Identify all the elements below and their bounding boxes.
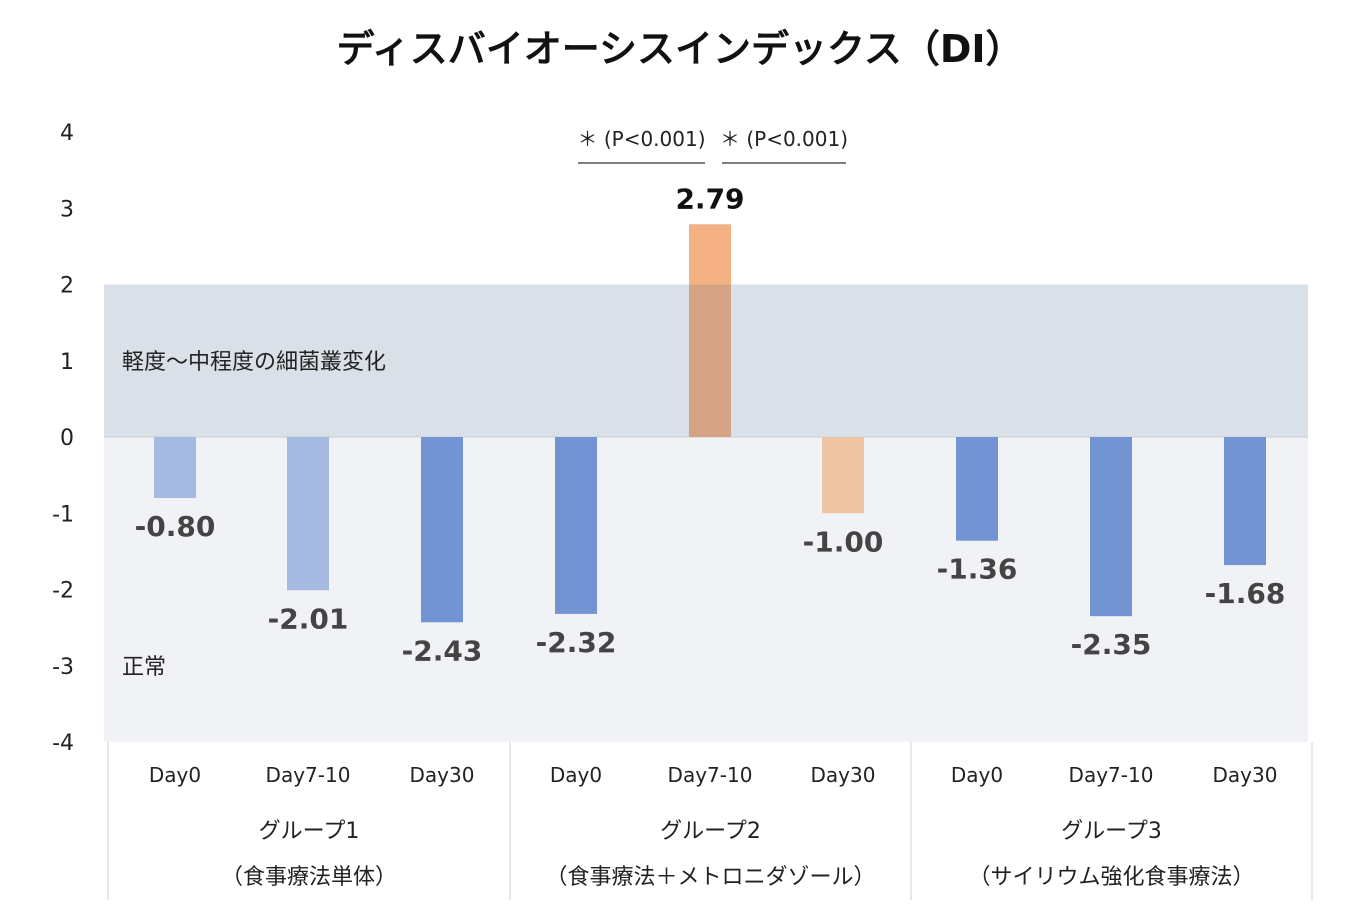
x-tick-label: Day7-10 [266,763,351,787]
group-name-label: グループ2 [660,819,761,844]
value-label: -1.36 [937,553,1018,586]
x-tick-label: Day7-10 [1069,763,1154,787]
y-tick-label: -4 [52,731,74,756]
x-tick-label: Day7-10 [668,763,753,787]
bar-group3-day7-10 [1090,437,1132,617]
y-tick-label: 2 [60,274,74,299]
bar-group1-day30 [421,437,463,623]
value-label: -2.32 [536,626,617,659]
group-subtitle-label: （食事療法＋メトロニダゾール） [545,865,875,890]
y-tick-label: -3 [52,655,74,680]
bar-group1-day0 [154,437,196,498]
x-tick-label: Day30 [1213,763,1278,787]
y-tick-label: 0 [60,426,74,451]
group-name-label: グループ1 [259,819,360,844]
y-tick-label: 1 [60,350,74,375]
x-tick-label: Day30 [410,763,475,787]
band-label-normal: 正常 [122,655,166,680]
bar-group3-day30 [1224,437,1266,566]
value-label: -2.01 [268,602,349,635]
value-label: -1.00 [803,525,884,558]
y-tick-label: -1 [52,502,74,527]
value-label: -2.35 [1071,628,1152,661]
y-tick-label: 3 [60,197,74,222]
x-tick-label: Day30 [811,763,876,787]
x-tick-label: Day0 [149,763,201,787]
x-tick-label: Day0 [951,763,1003,787]
value-label: -0.80 [135,510,216,543]
band-label-mild-to-moderate: 軽度〜中程度の細菌叢変化 [122,350,386,375]
significance-label: ＊ (P<0.001) [720,127,848,151]
bar-group1-day7-10 [287,437,329,591]
bar-group2-day0 [555,437,597,614]
value-label: 2.79 [675,182,744,215]
group-subtitle-label: （食事療法単体） [221,865,397,890]
bar-group3-day0 [956,437,998,541]
group-subtitle-label: （サイリウム強化食事療法） [968,865,1254,890]
bar-overlap-shade [689,284,731,437]
bar-group2-day7-10 [689,224,731,437]
x-tick-label: Day0 [550,763,602,787]
bar-group2-day30 [822,437,864,514]
value-label: -1.68 [1205,577,1286,610]
y-tick-label: -2 [52,579,74,604]
y-tick-label: 4 [60,121,74,146]
significance-label: ＊ (P<0.001) [577,127,705,151]
value-label: -2.43 [402,634,483,667]
chart-title: ディスバイオーシスインデックス（DI） [336,27,1023,71]
group-name-label: グループ3 [1061,819,1162,844]
